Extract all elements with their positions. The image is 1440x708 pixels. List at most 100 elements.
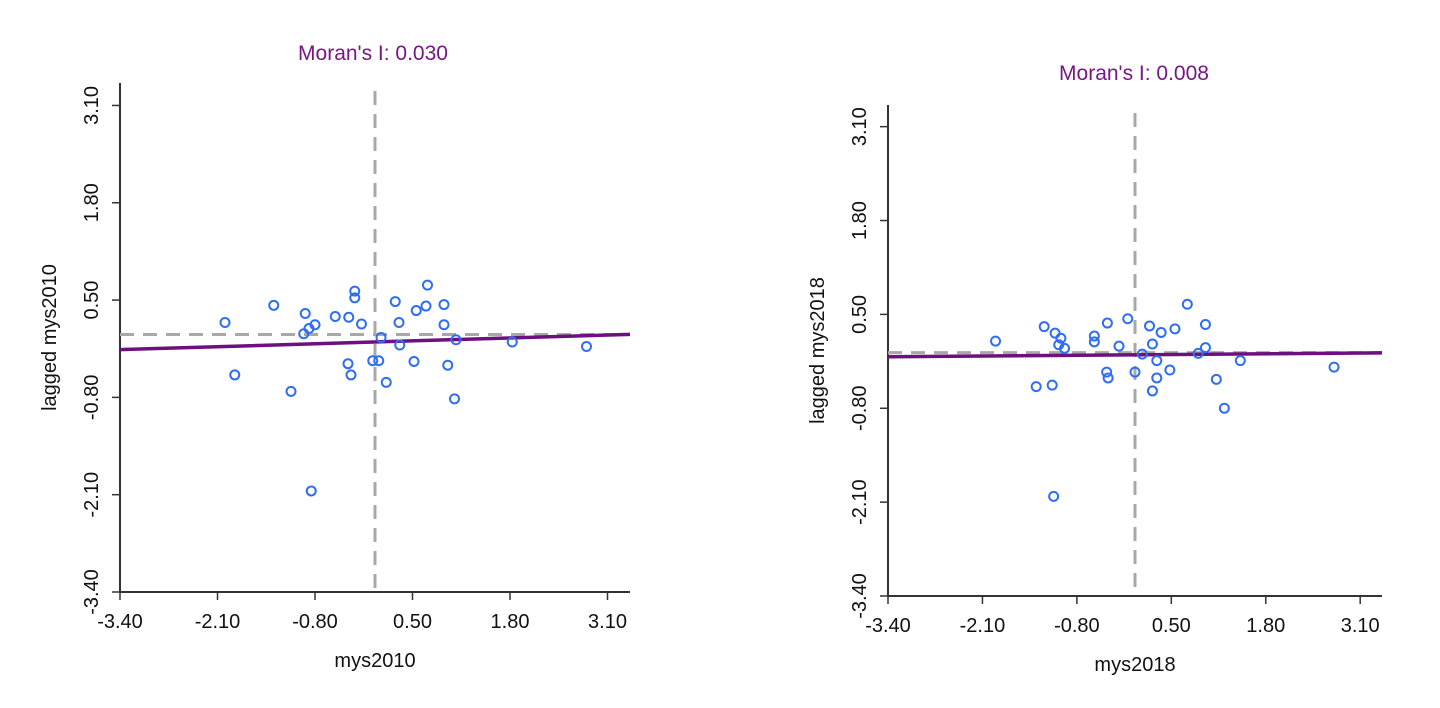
data-point [309,319,321,331]
y-axis-label: lagged mys2018 [807,277,829,424]
data-point [581,340,592,352]
data-point [367,355,379,367]
regression-line [887,351,1383,359]
data-point [1146,385,1158,397]
data-point [442,359,454,371]
y-tick-label: -0.80 [849,385,871,431]
chart-title: Moran's I: 0.008 [1059,62,1209,85]
data-point [1210,373,1222,385]
data-point [305,485,317,497]
x-axis-label: mys2018 [1094,654,1175,676]
data-point [410,305,422,317]
data-point [1151,355,1163,367]
data-point [1155,326,1167,338]
y-tick-label: -3.40 [81,569,103,615]
x-tick-label: 3.10 [1341,615,1380,637]
x-tick-label: -0.80 [1054,615,1100,637]
y-tick-label: 0.50 [849,295,871,334]
y-tick-label: 1.80 [81,183,103,222]
data-point [375,332,387,343]
data-point [1055,332,1067,344]
scatter-plot-mys2018: Moran's I: 0.008 mys2018 lagged mys2018 … [807,62,1383,676]
data-point [408,355,420,367]
data-point [1328,361,1340,373]
y-tick-label: 1.80 [849,201,871,240]
x-tick-label: 0.50 [393,611,432,633]
x-tick-label: 0.50 [1152,615,1191,637]
data-point [329,311,341,323]
data-point [1136,348,1148,360]
data-point [394,339,406,351]
x-tick-label: 3.10 [588,611,627,633]
data-point [422,279,433,291]
data-point [1129,366,1141,378]
data-point [1059,342,1071,354]
data-point [1234,355,1246,367]
data-point [285,385,297,397]
data-point [1169,323,1181,335]
x-tick-label: -2.10 [195,611,241,633]
data-point [1218,402,1230,414]
data-point [1192,347,1204,359]
data-point [1146,338,1158,350]
y-tick-label: 3.10 [849,107,871,146]
data-point [1199,319,1211,331]
data-point [349,285,361,297]
data-point [1088,336,1100,348]
x-tick-label: -2.10 [960,615,1006,637]
x-axis-label: mys2010 [334,650,415,672]
x-tick-label: 1.80 [491,611,530,633]
data-point [393,317,405,329]
x-tick-label: -3.40 [865,615,911,637]
data-point [438,299,450,311]
data-point [219,317,231,329]
data-point [1144,320,1156,332]
data-point [345,369,357,381]
data-point [990,335,1002,347]
data-point [380,376,392,388]
data-point [373,355,385,367]
data-point [1101,317,1113,329]
data-point [1048,490,1060,502]
data-point [420,300,432,312]
data-point [342,358,354,370]
data-point [1199,342,1211,354]
data-point [356,318,367,330]
y-tick-label: -0.80 [81,375,103,421]
data-point [1151,372,1163,384]
data-point [438,319,450,331]
x-tick-label: 1.80 [1246,615,1285,637]
data-point [1030,381,1042,393]
y-tick-label: 3.10 [81,86,103,125]
y-axis-label: lagged mys2010 [39,264,61,411]
data-point [1038,321,1050,333]
data-point [389,296,401,308]
x-tick-label: -0.80 [292,611,338,633]
data-point [1049,327,1061,339]
data-point [1122,313,1134,325]
data-point [1164,364,1176,376]
y-tick-label: -2.10 [849,479,871,525]
x-tick-label: -3.40 [97,611,143,633]
chart-title: Moran's I: 0.030 [298,42,448,65]
data-point [1088,330,1100,342]
y-tick-label: 0.50 [81,281,103,320]
data-point [1181,298,1193,310]
y-tick-label: -2.10 [81,472,103,518]
scatter-plot-mys2010: Moran's I: 0.030 mys2010 lagged mys2010 … [39,42,631,672]
y-tick-label: -3.40 [849,573,871,619]
data-point [450,334,462,346]
data-point [299,308,311,320]
data-point [343,311,355,323]
data-point [506,336,518,348]
data-point [1113,340,1125,352]
data-point [1046,379,1058,391]
regression-line [119,332,631,352]
data-point [1102,372,1114,384]
data-point [449,393,460,405]
data-point [268,299,280,311]
data-point [1101,366,1113,378]
data-point [349,292,361,304]
data-point [229,369,241,381]
